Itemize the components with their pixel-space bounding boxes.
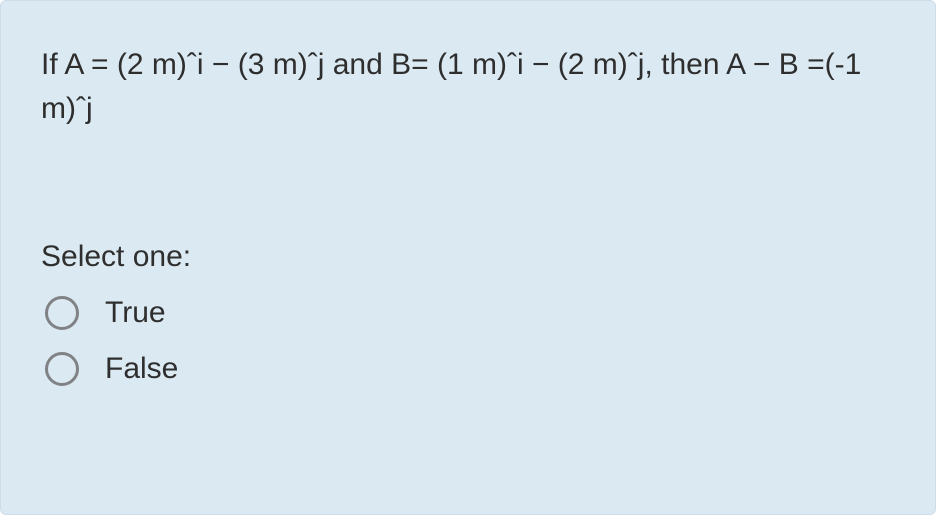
option-row-true: True [41, 296, 895, 330]
option-label-true[interactable]: True [105, 296, 166, 330]
select-one-label: Select one: [41, 240, 895, 274]
radio-true[interactable] [45, 296, 79, 330]
option-row-false: False [41, 352, 895, 386]
question-card: If A = (2 m)ˆi − (3 m)ˆj and B= (1 m)ˆi … [0, 0, 936, 515]
question-text: If A = (2 m)ˆi − (3 m)ˆj and B= (1 m)ˆi … [41, 43, 895, 130]
option-label-false[interactable]: False [105, 352, 178, 386]
radio-false[interactable] [45, 352, 79, 386]
